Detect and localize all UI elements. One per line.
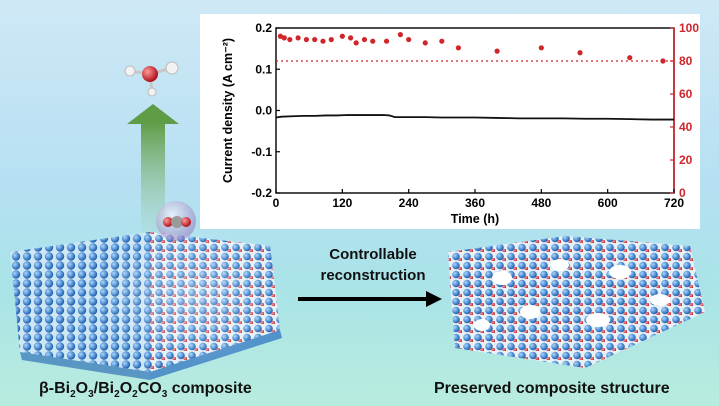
stability-chart-panel: 0 120 240 360 480 600 720 -0.2 -0.1 0.0 0.1 0.2 0 20 4… [200, 14, 700, 229]
reconstruction-arrow [298, 291, 442, 307]
x-tick-label: 600 [598, 196, 618, 210]
reconstruction-label-line1: Controllable [329, 246, 417, 263]
adsorbed-co2-bubble [156, 201, 196, 241]
x-tick-label: 720 [664, 196, 684, 210]
fe-formate-point [406, 36, 412, 43]
y-right-tick-label: 0 [679, 186, 686, 200]
right-caption: Preserved composite structure [434, 380, 670, 397]
fe-formate-point [660, 58, 666, 64]
left-caption: β-Bi2O3/Bi2O2CO3 composite [39, 380, 252, 401]
fe-formate-point [303, 36, 310, 43]
fe-formate-point [361, 36, 368, 43]
fe-formate-point [348, 35, 354, 41]
preserved-structure-slab [448, 236, 705, 368]
x-tick-label: 360 [465, 196, 485, 210]
x-tick-label: 240 [399, 196, 419, 210]
fe-formate-point [287, 36, 293, 43]
x-tick-label: 0 [273, 196, 280, 210]
y-left-tick-label: -0.2 [251, 186, 272, 200]
plot-frame [275, 27, 675, 194]
reconstruction-label: Controllable reconstruction [293, 244, 453, 286]
fe-formate-point [439, 38, 445, 44]
y-right-tick-label: 60 [679, 87, 693, 101]
fe-formate-point [455, 45, 462, 51]
y-left-axis-label: Current density (A cm⁻²) [221, 38, 235, 183]
fe-formate-point [494, 48, 500, 54]
reconstruction-label-line2: reconstruction [320, 267, 426, 284]
x-axis-label: Time (h) [451, 212, 499, 226]
fe-formate-point [339, 33, 345, 39]
x-tick-label: 120 [332, 196, 352, 210]
fe-formate-point [383, 38, 390, 44]
fe-formate-point [320, 38, 326, 44]
stability-chart: 0 120 240 360 480 600 720 -0.2 -0.1 0.0 0.1 0.2 0 20 4… [221, 21, 699, 226]
current-density-series [275, 114, 674, 121]
fe-formate-point [538, 45, 544, 51]
product-release-arrow [127, 104, 179, 232]
y-left-tick-label: 0.1 [255, 62, 272, 76]
fe-formate-point [627, 55, 633, 61]
fe-formate-point [328, 36, 334, 43]
fe-formate-point [397, 32, 403, 38]
fe-formate-point [370, 38, 376, 44]
fe-formate-point [577, 50, 583, 56]
x-tick-label: 480 [531, 196, 551, 210]
y-right-tick-label: 40 [679, 120, 693, 134]
formic-acid-molecule [124, 61, 179, 97]
fe-formate-point [295, 35, 301, 41]
fe-formate-point [312, 36, 318, 43]
y-left-tick-label: 0.0 [255, 104, 272, 118]
fe-formate-point [422, 40, 428, 46]
fe-formate-point [281, 35, 287, 41]
y-left-tick-label: -0.1 [251, 145, 272, 159]
y-right-tick-label: 20 [679, 153, 693, 167]
fe-formate-point [353, 40, 359, 46]
composite-catalyst-slab [10, 225, 285, 380]
y-right-tick-label: 80 [679, 54, 693, 68]
y-right-tick-label: 100 [679, 21, 699, 35]
y-left-tick-label: 0.2 [255, 21, 272, 35]
